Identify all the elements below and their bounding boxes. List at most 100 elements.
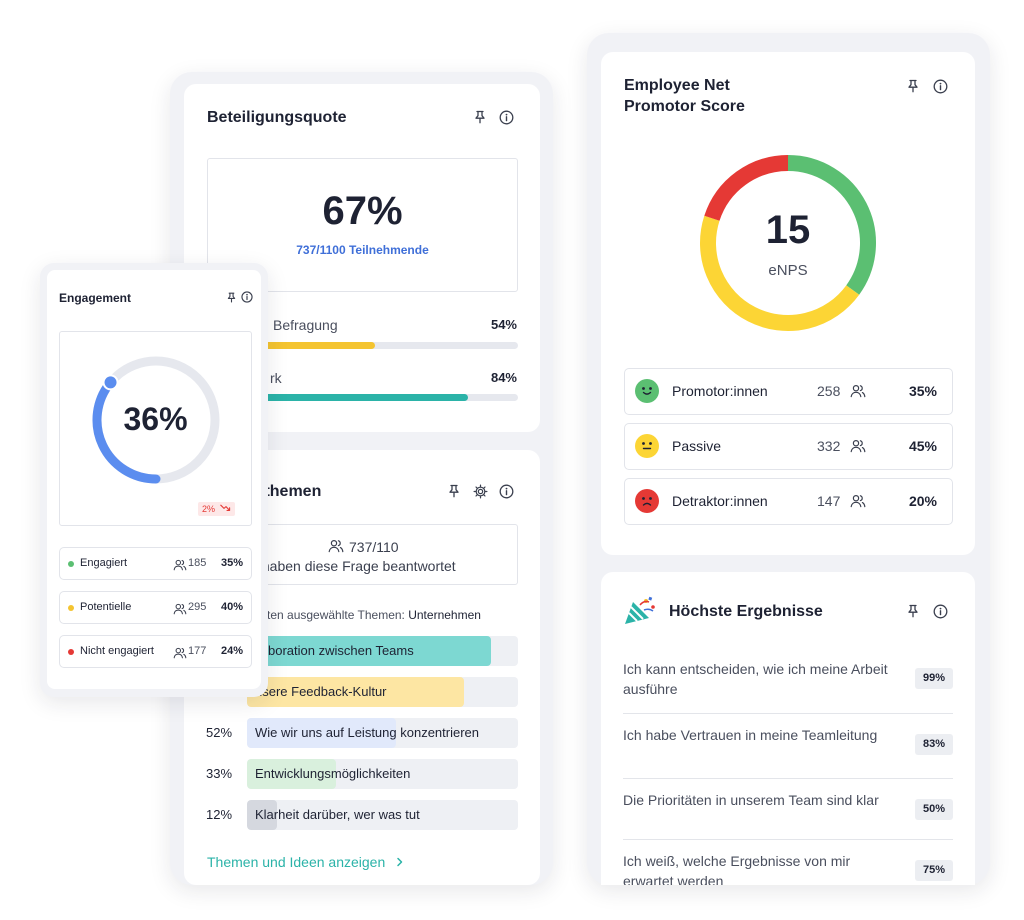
themes-filter-value: Unternehmen bbox=[408, 608, 481, 622]
participation-bar-track bbox=[207, 394, 518, 401]
engagement-row-pct: 35% bbox=[220, 557, 243, 569]
theme-row: 33% Entwicklungsmöglichkeiten bbox=[206, 759, 518, 789]
users-icon bbox=[850, 439, 866, 458]
engagement-ring bbox=[92, 356, 220, 484]
participation-row-value: 84% bbox=[490, 370, 517, 385]
theme-label: Klarheit darüber, wer was tut bbox=[255, 807, 420, 822]
result-row: Ich habe Vertrauen in meine Teamleitung 8… bbox=[623, 715, 953, 779]
engagement-row-count: 295 bbox=[188, 601, 207, 613]
info-icon[interactable] bbox=[931, 77, 949, 95]
enps-row: Detraktor:innen 147 20% bbox=[624, 478, 953, 525]
neutral-face-icon bbox=[635, 434, 659, 463]
enps-title-line1: Employee Net bbox=[624, 77, 730, 94]
participation-title: Beteiligungsquote bbox=[207, 109, 347, 126]
enps-row-pct: 20% bbox=[908, 493, 937, 509]
enps-row-pct: 45% bbox=[908, 438, 937, 454]
result-row: Ich weiß, welche Ergebnisse von mir erwa… bbox=[623, 841, 953, 885]
theme-bar-fill bbox=[247, 718, 397, 748]
trend-value: 2% bbox=[202, 504, 216, 514]
participation-bar-fill bbox=[207, 394, 469, 401]
enps-card: Employee Net Promotor Score 15 eNPS Prom… bbox=[601, 52, 975, 555]
theme-bar-fill bbox=[247, 759, 337, 789]
info-icon[interactable] bbox=[240, 290, 254, 304]
pin-icon[interactable] bbox=[224, 290, 238, 304]
theme-bar-fill bbox=[247, 800, 277, 830]
enps-row-count: 258 bbox=[817, 383, 841, 399]
themes-filter: sten ausgewählte Themen: Unternehmen bbox=[261, 608, 481, 622]
pin-icon[interactable] bbox=[904, 77, 922, 95]
themes-filter-prefix: sten ausgewählte Themen: bbox=[261, 608, 405, 622]
enps-row-label: Detraktor:innen bbox=[672, 493, 768, 509]
theme-pct: 12% bbox=[206, 807, 233, 822]
users-icon bbox=[173, 646, 187, 664]
engagement-row-pct: 24% bbox=[220, 645, 243, 657]
result-pct-badge: 83% bbox=[915, 734, 953, 755]
show-themes-link[interactable]: Themen und Ideen anzeigen bbox=[207, 854, 405, 870]
results-title: Höchste Ergebnisse bbox=[669, 603, 823, 620]
enps-row-pct: 35% bbox=[908, 383, 937, 399]
show-themes-link-label: Themen und Ideen anzeigen bbox=[207, 854, 386, 870]
theme-pct: 52% bbox=[206, 725, 233, 740]
pin-icon[interactable] bbox=[445, 482, 463, 500]
users-icon bbox=[850, 494, 866, 513]
result-pct-badge: 99% bbox=[915, 668, 953, 689]
result-text: Ich kann entscheiden, wie ich meine Arbe… bbox=[623, 661, 888, 697]
engagement-ring-knob bbox=[102, 374, 119, 391]
participation-bar-track bbox=[207, 342, 518, 349]
trend-down-icon bbox=[219, 504, 230, 511]
theme-label: Entwicklungsmöglichkeiten bbox=[255, 766, 411, 781]
theme-bar-track: nsere Feedback-Kultur bbox=[247, 677, 518, 707]
enps-title-line2: Promotor Score bbox=[624, 98, 745, 115]
result-text: Ich habe Vertrauen in meine Teamleitung bbox=[623, 727, 878, 743]
info-icon[interactable] bbox=[497, 108, 515, 126]
chevron-right-icon bbox=[397, 857, 403, 867]
status-dot bbox=[68, 561, 74, 567]
info-icon[interactable] bbox=[497, 482, 515, 500]
enps-row-count: 332 bbox=[817, 438, 841, 454]
enps-sub-label: eNPS bbox=[768, 262, 808, 279]
participation-row-value: 54% bbox=[490, 317, 517, 332]
participation-summary-box: 67% 737/1100 Teilnehmende bbox=[207, 158, 518, 292]
sad-face-icon bbox=[635, 489, 659, 518]
result-pct-badge: 50% bbox=[915, 799, 953, 820]
party-popper-icon bbox=[623, 596, 657, 631]
engagement-ring-progress bbox=[92, 377, 161, 484]
result-text: Ich weiß, welche Ergebnisse von mir erwa… bbox=[623, 853, 851, 885]
respondents-text: /haben diese Frage beantwortet bbox=[258, 558, 456, 574]
theme-bar-track: Entwicklungsmöglichkeiten bbox=[247, 759, 518, 789]
respondents-box: 737/110 /haben diese Frage beantwortet bbox=[206, 524, 518, 585]
engagement-row-count: 185 bbox=[188, 557, 207, 569]
result-row: Die Prioritäten in unserem Team sind kla… bbox=[623, 780, 953, 840]
participation-row-label: rk bbox=[270, 370, 282, 386]
users-icon bbox=[173, 602, 187, 620]
gear-icon[interactable] bbox=[471, 482, 489, 500]
theme-pct: 33% bbox=[206, 766, 233, 781]
engagement-row: Potentielle 295 40% bbox=[59, 591, 252, 624]
engagement-card: Engagement 36% 2% Engagiert 185 35% Potenti… bbox=[47, 270, 261, 689]
smile-face-icon bbox=[635, 379, 659, 408]
engagement-row-label: Engagiert bbox=[80, 557, 128, 569]
participation-big-value: 67% bbox=[322, 189, 403, 233]
themes-title: lthemen bbox=[260, 483, 322, 500]
enps-donut-chart bbox=[700, 155, 876, 331]
engagement-row-label: Nicht engagiert bbox=[80, 645, 154, 657]
status-dot bbox=[68, 605, 74, 611]
theme-label: Wie wir uns auf Leistung konzentrieren bbox=[255, 725, 480, 740]
participation-row-label: Befragung bbox=[273, 317, 338, 333]
theme-row: llaboration zwischen Teams bbox=[206, 636, 518, 666]
theme-label: llaboration zwischen Teams bbox=[255, 643, 414, 658]
pin-icon[interactable] bbox=[471, 108, 489, 126]
enps-row-count: 147 bbox=[817, 493, 841, 509]
theme-row: 52% Wie wir uns auf Leistung konzentriere… bbox=[206, 718, 518, 748]
engagement-row: Engagiert 185 35% bbox=[59, 547, 252, 580]
engagement-row-pct: 40% bbox=[220, 601, 243, 613]
info-icon[interactable] bbox=[931, 602, 949, 620]
theme-bar-fill bbox=[247, 636, 491, 666]
enps-row: Passive 332 45% bbox=[624, 423, 953, 470]
engagement-gauge-box: 36% 2% bbox=[59, 331, 252, 526]
pin-icon[interactable] bbox=[904, 602, 922, 620]
theme-bar-fill bbox=[247, 677, 464, 707]
enps-segment-promoters bbox=[787, 155, 876, 295]
result-pct-badge: 75% bbox=[915, 860, 953, 881]
theme-row: 12% Klarheit darüber, wer was tut bbox=[206, 800, 518, 830]
